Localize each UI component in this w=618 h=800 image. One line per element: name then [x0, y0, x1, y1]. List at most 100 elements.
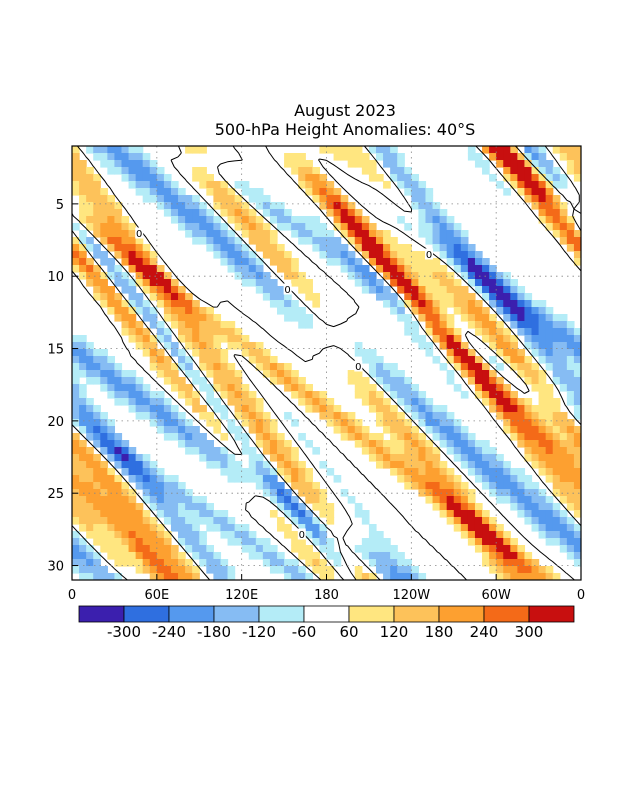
field-cell	[241, 545, 250, 553]
field-cell	[199, 230, 207, 238]
field-cell	[361, 356, 370, 364]
field-cell	[255, 244, 264, 252]
field-cell	[432, 426, 441, 434]
field-cell	[439, 461, 448, 469]
field-cell	[79, 195, 87, 203]
field-cell	[397, 244, 405, 252]
field-cell	[489, 398, 497, 406]
field-cell	[135, 461, 144, 469]
field-cell	[234, 335, 243, 343]
field-cell	[79, 216, 87, 224]
field-cell	[545, 391, 554, 399]
field-cell	[234, 391, 243, 399]
field-cell	[545, 412, 554, 420]
field-cell	[227, 524, 236, 532]
field-cell	[552, 419, 561, 427]
field-cell	[121, 279, 130, 287]
colorbar-label: -60	[292, 623, 317, 641]
field-cell	[170, 482, 179, 490]
field-cell	[86, 202, 94, 210]
field-cell	[432, 468, 441, 476]
field-cell	[255, 216, 264, 224]
field-cell	[93, 412, 101, 420]
field-cell	[503, 552, 511, 560]
field-cell	[79, 573, 87, 580]
field-cell	[142, 328, 151, 336]
field-cell	[86, 195, 94, 203]
field-cell	[79, 566, 87, 574]
field-cell	[510, 321, 518, 329]
field-cell	[248, 545, 257, 553]
field-cell	[496, 559, 504, 567]
field-cell	[474, 251, 483, 259]
field-cell	[248, 468, 257, 476]
field-cell	[375, 370, 384, 378]
field-cell	[559, 475, 568, 483]
field-cell	[199, 314, 207, 322]
field-cell	[439, 321, 448, 329]
field-cell	[439, 433, 448, 441]
field-cell	[192, 510, 200, 518]
field-cell	[298, 475, 306, 483]
field-cell	[213, 314, 222, 322]
field-cell	[185, 209, 193, 217]
field-cell	[340, 489, 349, 497]
field-cell	[418, 181, 427, 189]
field-cell	[545, 573, 554, 580]
field-cell	[149, 496, 158, 504]
field-cell	[474, 524, 483, 532]
field-cell	[142, 545, 151, 553]
field-cell	[411, 391, 419, 399]
field-cell	[545, 426, 554, 434]
field-cell	[135, 552, 144, 560]
field-cell	[206, 356, 214, 364]
field-cell	[156, 202, 165, 210]
field-cell	[135, 160, 144, 168]
field-cell	[510, 279, 518, 287]
field-cell	[510, 412, 518, 420]
field-cell	[538, 328, 547, 336]
field-cell	[284, 566, 292, 574]
field-cell	[383, 370, 391, 378]
field-cell	[93, 538, 101, 546]
field-cell	[163, 335, 172, 343]
field-cell	[192, 216, 200, 224]
field-cell	[517, 174, 526, 182]
field-cell	[439, 412, 448, 420]
field-cell	[185, 370, 193, 378]
field-cell	[241, 216, 250, 224]
field-cell	[277, 307, 285, 315]
field-cell	[234, 202, 243, 210]
field-cell	[284, 377, 292, 385]
field-cell	[199, 181, 207, 189]
field-cell	[100, 433, 108, 441]
field-cell	[163, 573, 172, 580]
field-cell	[503, 272, 511, 280]
field-cell	[128, 447, 137, 455]
field-cell	[107, 573, 116, 580]
field-cell	[86, 405, 94, 413]
field-cell	[368, 349, 377, 357]
field-cell	[312, 391, 321, 399]
field-cell	[100, 223, 108, 231]
field-cell	[86, 419, 94, 427]
field-cell	[213, 517, 222, 525]
field-cell	[284, 272, 292, 280]
field-cell	[425, 188, 434, 196]
field-cell	[255, 230, 264, 238]
field-cell	[538, 188, 547, 196]
field-cell	[418, 447, 427, 455]
field-cell	[192, 377, 200, 385]
field-cell	[269, 419, 278, 427]
field-cell	[93, 566, 101, 574]
field-cell	[213, 251, 222, 259]
field-cell	[248, 552, 257, 560]
field-cell	[453, 307, 462, 315]
field-cell	[255, 412, 264, 420]
field-cell	[277, 251, 285, 259]
field-cell	[326, 510, 335, 518]
field-cell	[573, 531, 581, 539]
field-cell	[432, 314, 441, 322]
contour-label: 0	[136, 229, 142, 240]
field-cell	[573, 559, 581, 567]
